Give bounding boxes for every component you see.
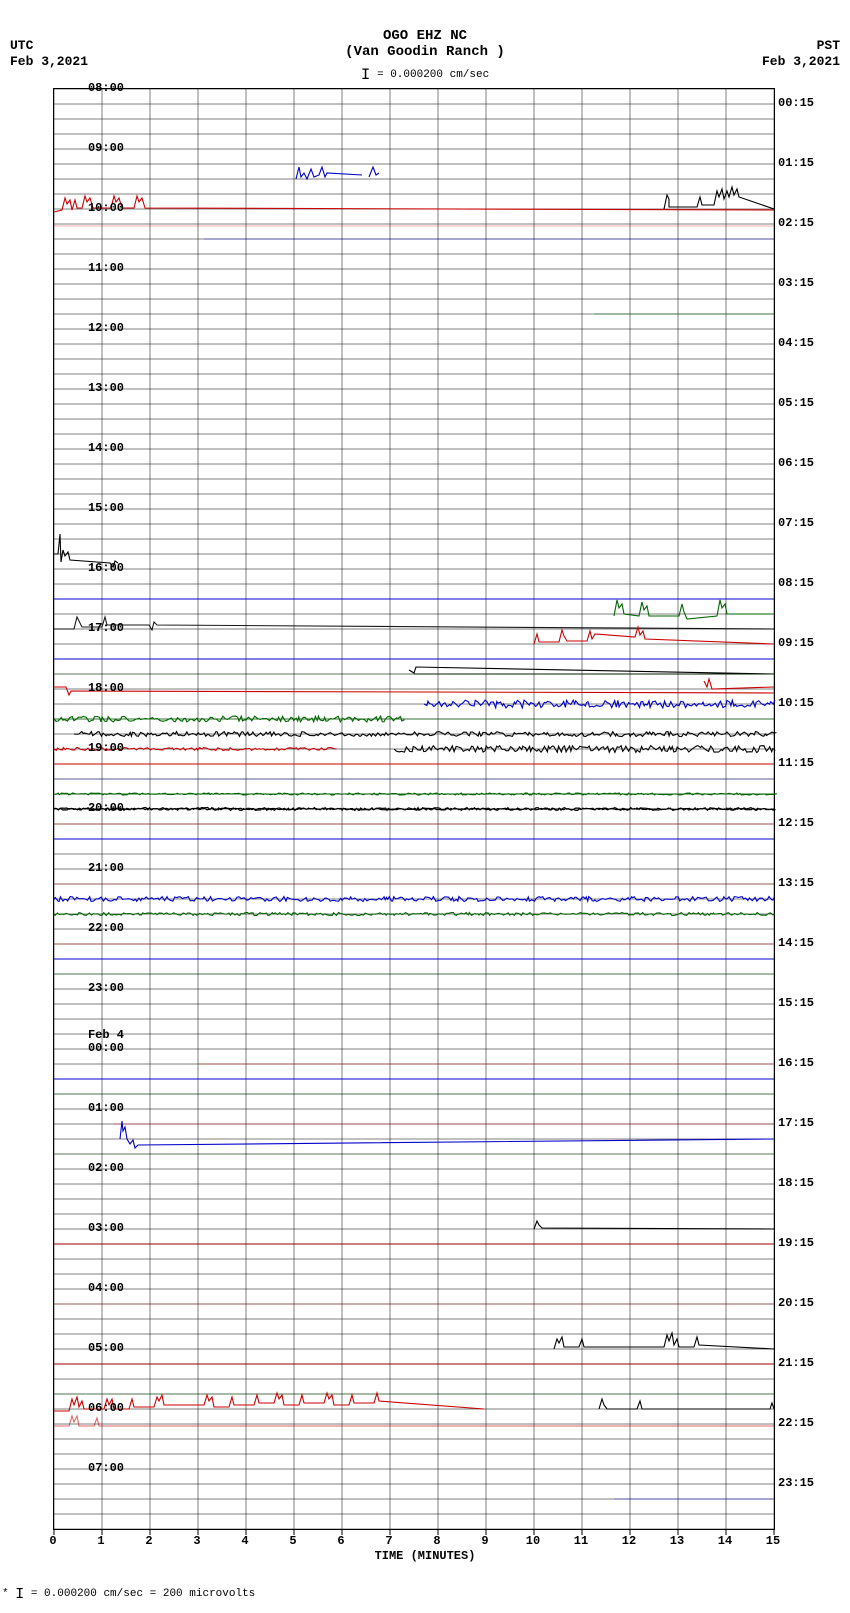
footer-prefix: * xyxy=(2,1588,9,1600)
pst-hour-label: 19:15 xyxy=(778,1236,814,1250)
x-tick-label: 13 xyxy=(670,1534,684,1548)
x-tick-label: 14 xyxy=(718,1534,732,1548)
utc-hour-label: 05:00 xyxy=(88,1341,124,1355)
footer-scale: * I = 0.000200 cm/sec = 200 microvolts xyxy=(2,1584,255,1601)
x-tick-label: 11 xyxy=(574,1534,588,1548)
pst-hour-label: 20:15 xyxy=(778,1296,814,1310)
footer-text: = 0.000200 cm/sec = 200 microvolts xyxy=(24,1588,255,1600)
x-tick-label: 0 xyxy=(49,1534,56,1548)
pst-hour-label: 11:15 xyxy=(778,756,814,770)
x-tick-label: 1 xyxy=(97,1534,104,1548)
utc-hour-label: 18:00 xyxy=(88,681,124,695)
station-location: (Van Goodin Ranch ) xyxy=(0,44,850,60)
x-tick-label: 3 xyxy=(193,1534,200,1548)
scale-indicator: I = 0.000200 cm/sec xyxy=(0,64,850,82)
utc-hour-label: 20:00 xyxy=(88,801,124,815)
utc-hour-label: 12:00 xyxy=(88,321,124,335)
pst-hour-label: 17:15 xyxy=(778,1116,814,1130)
day-break-label: Feb 4 xyxy=(88,1028,124,1042)
pst-hour-label: 12:15 xyxy=(778,816,814,830)
pst-hour-label: 05:15 xyxy=(778,396,814,410)
seismogram-container: OGO EHZ NC (Van Goodin Ranch ) I = 0.000… xyxy=(0,0,850,1613)
date-right: Feb 3,2021 xyxy=(762,54,840,69)
footer-bar-icon: I xyxy=(15,1586,24,1603)
pst-hour-label: 18:15 xyxy=(778,1176,814,1190)
pst-hour-label: 22:15 xyxy=(778,1416,814,1430)
utc-hour-label: 09:00 xyxy=(88,141,124,155)
utc-hour-label: 04:00 xyxy=(88,1281,124,1295)
station-code: OGO EHZ NC xyxy=(0,28,850,44)
pst-hour-label: 09:15 xyxy=(778,636,814,650)
utc-hour-label: 02:00 xyxy=(88,1161,124,1175)
utc-hour-label: 21:00 xyxy=(88,861,124,875)
pst-hour-label: 16:15 xyxy=(778,1056,814,1070)
pst-hour-label: 01:15 xyxy=(778,156,814,170)
pst-hour-label: 07:15 xyxy=(778,516,814,530)
x-axis-label: TIME (MINUTES) xyxy=(0,1549,850,1563)
utc-hour-label: 00:00 xyxy=(88,1041,124,1055)
x-tick-label: 15 xyxy=(766,1534,780,1548)
pst-hour-label: 06:15 xyxy=(778,456,814,470)
utc-hour-label: 15:00 xyxy=(88,501,124,515)
utc-hour-label: 06:00 xyxy=(88,1401,124,1415)
pst-hour-label: 21:15 xyxy=(778,1356,814,1370)
timezone-right: PST xyxy=(817,38,840,53)
utc-hour-label: 07:00 xyxy=(88,1461,124,1475)
pst-hour-label: 15:15 xyxy=(778,996,814,1010)
x-tick-label: 5 xyxy=(289,1534,296,1548)
pst-hour-label: 10:15 xyxy=(778,696,814,710)
x-tick-label: 10 xyxy=(526,1534,540,1548)
x-tick-label: 2 xyxy=(145,1534,152,1548)
x-tick-label: 12 xyxy=(622,1534,636,1548)
utc-hour-label: 23:00 xyxy=(88,981,124,995)
date-left: Feb 3,2021 xyxy=(10,54,88,69)
utc-hour-label: 19:00 xyxy=(88,741,124,755)
utc-hour-label: 03:00 xyxy=(88,1221,124,1235)
utc-hour-label: 01:00 xyxy=(88,1101,124,1115)
pst-hour-label: 04:15 xyxy=(778,336,814,350)
scale-text: = 0.000200 cm/sec xyxy=(370,69,489,81)
pst-hour-label: 03:15 xyxy=(778,276,814,290)
utc-hour-label: 10:00 xyxy=(88,201,124,215)
x-tick-label: 6 xyxy=(337,1534,344,1548)
seismogram-plot xyxy=(53,88,775,1530)
pst-hour-label: 08:15 xyxy=(778,576,814,590)
x-tick-label: 9 xyxy=(481,1534,488,1548)
utc-hour-label: 08:00 xyxy=(88,81,124,95)
pst-hour-label: 14:15 xyxy=(778,936,814,950)
scale-bar-icon: I xyxy=(361,66,371,84)
x-tick-label: 8 xyxy=(433,1534,440,1548)
pst-hour-label: 13:15 xyxy=(778,876,814,890)
utc-hour-label: 13:00 xyxy=(88,381,124,395)
pst-hour-label: 23:15 xyxy=(778,1476,814,1490)
x-tick-label: 4 xyxy=(241,1534,248,1548)
utc-hour-label: 14:00 xyxy=(88,441,124,455)
x-tick-label: 7 xyxy=(385,1534,392,1548)
timezone-left: UTC xyxy=(10,38,33,53)
pst-hour-label: 00:15 xyxy=(778,96,814,110)
utc-hour-label: 11:00 xyxy=(88,261,124,275)
utc-hour-label: 17:00 xyxy=(88,621,124,635)
plot-svg xyxy=(54,89,774,1529)
pst-hour-label: 02:15 xyxy=(778,216,814,230)
utc-hour-label: 16:00 xyxy=(88,561,124,575)
utc-hour-label: 22:00 xyxy=(88,921,124,935)
